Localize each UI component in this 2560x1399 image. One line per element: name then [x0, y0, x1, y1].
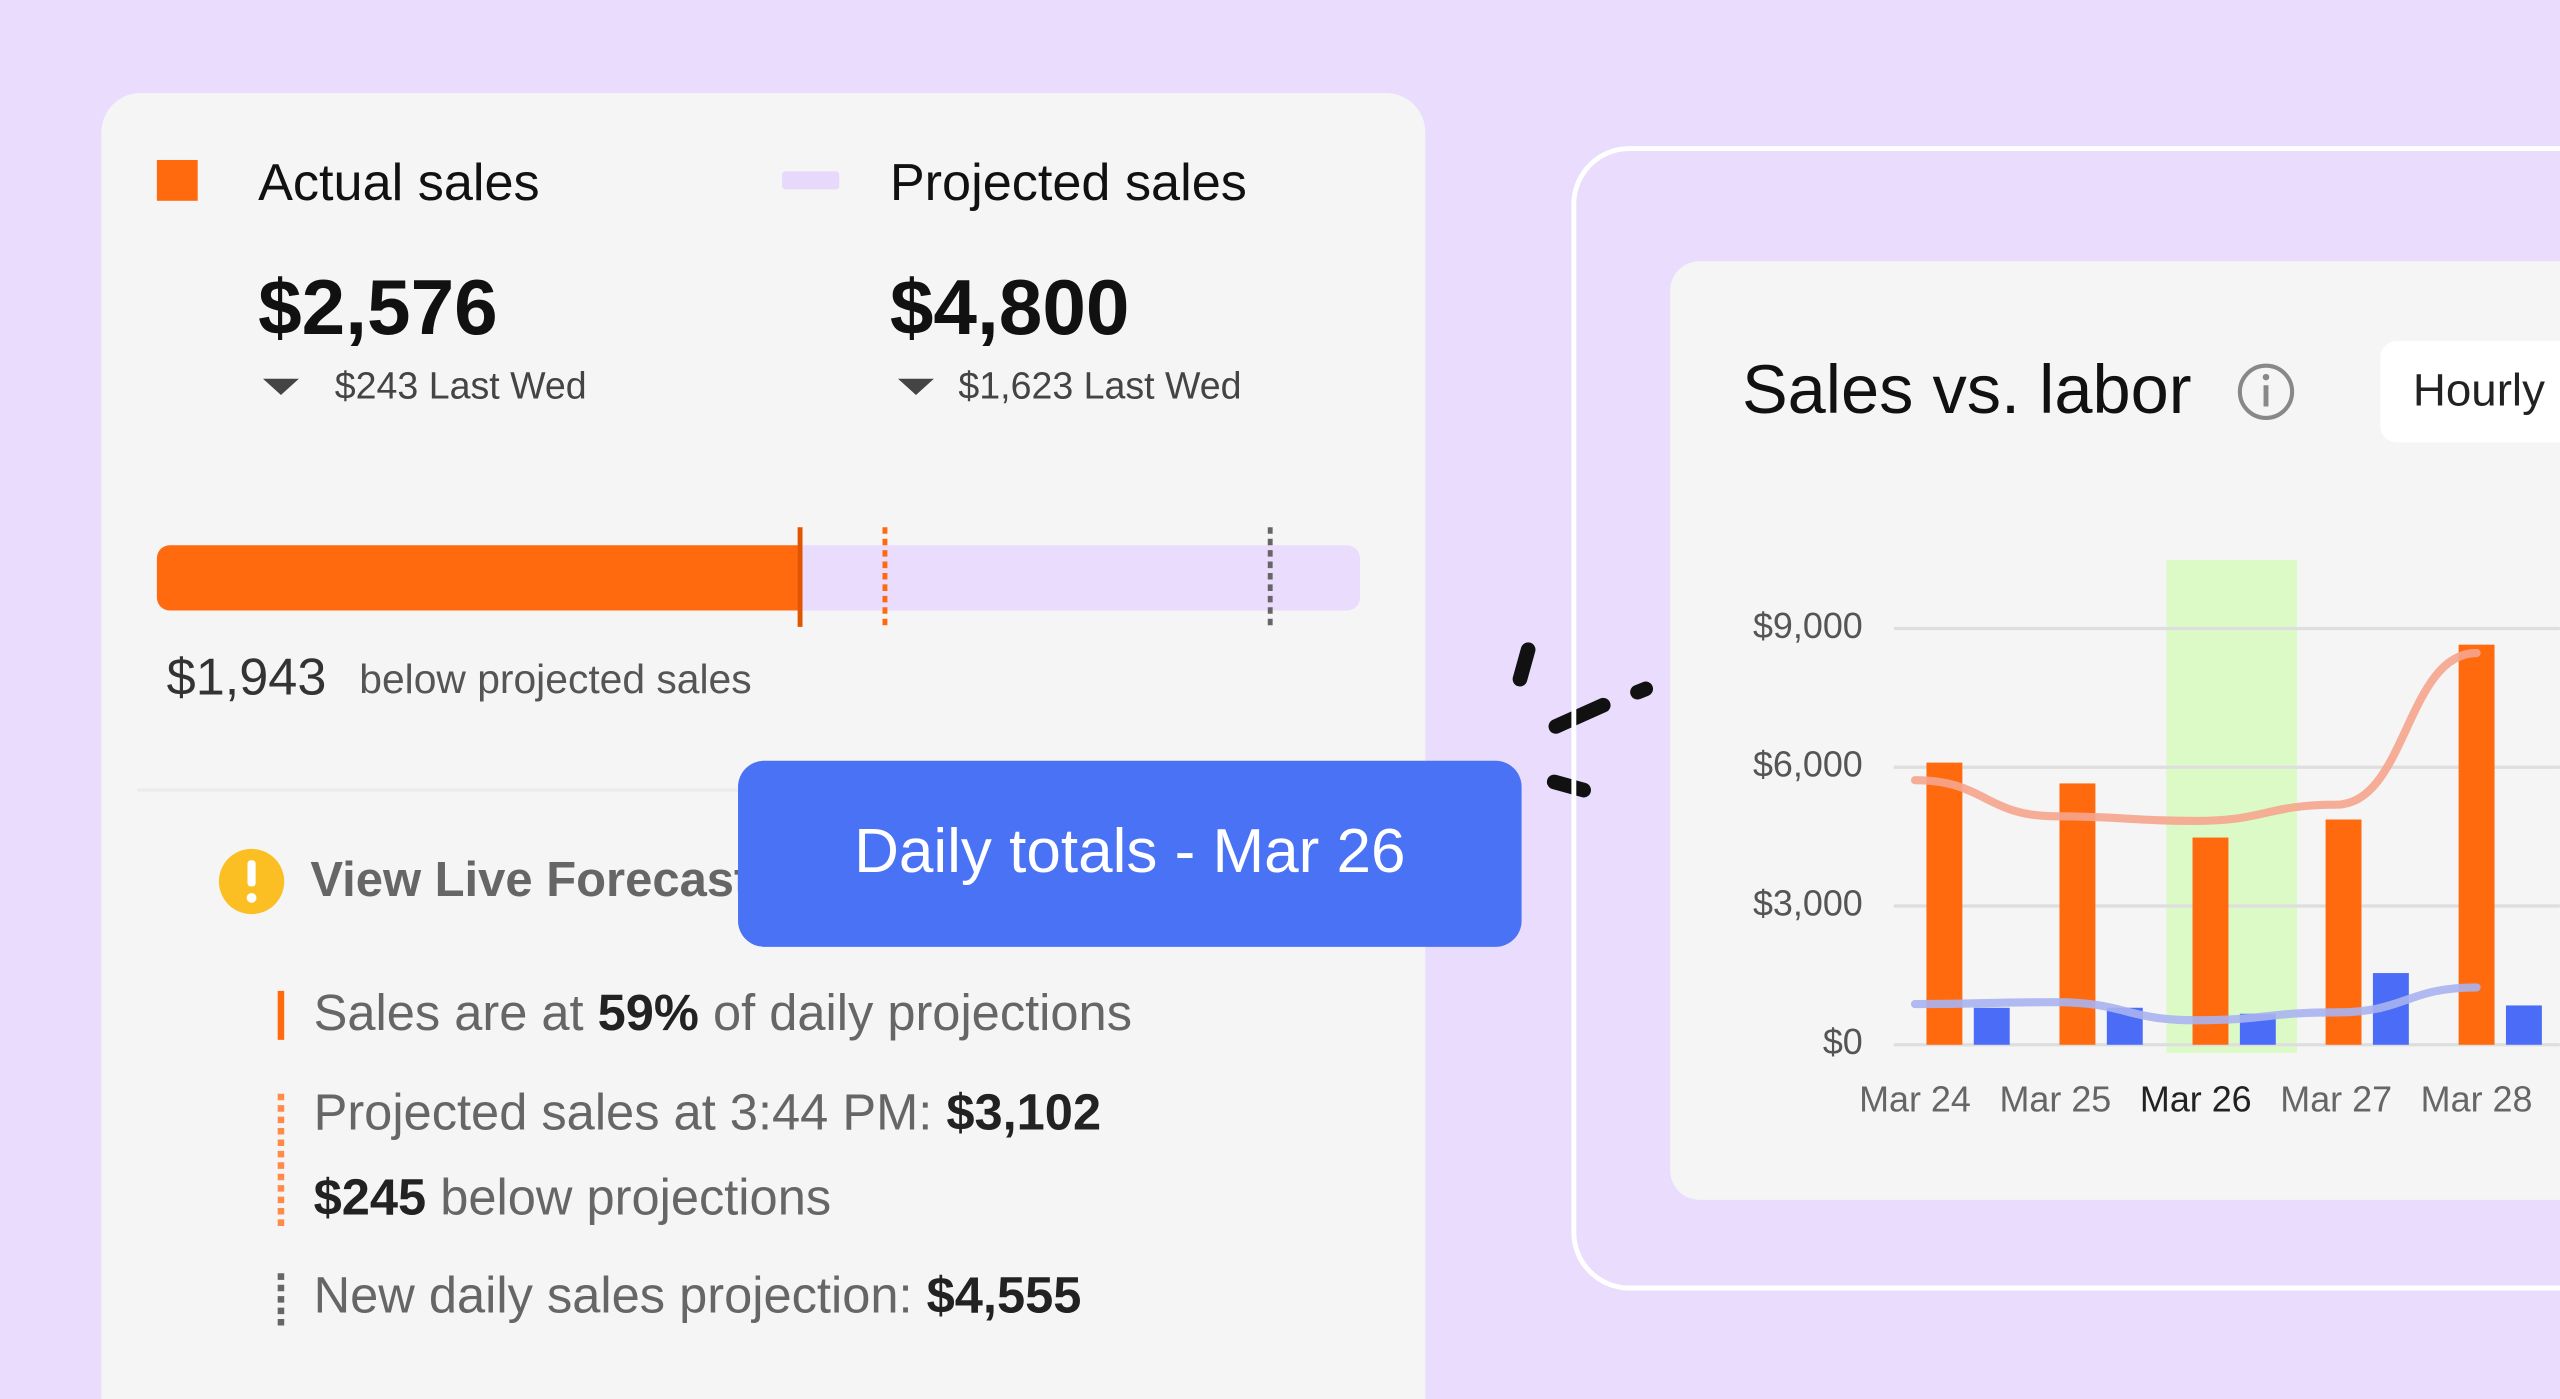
plot: $0 $3,000 $6,000 $9,000 Mar 24 Mar 25 Mar 26 Ma…: [1753, 605, 2560, 1119]
progress-fill: [156, 545, 801, 611]
info-icon[interactable]: [2237, 363, 2295, 420]
panel-frame: [1571, 146, 2560, 1291]
decoration: [1512, 642, 1654, 798]
x-tick-label: Mar 28: [2421, 1078, 2533, 1119]
text-bold: $245: [314, 1169, 427, 1226]
bar: [1926, 762, 1963, 1045]
legend-swatch-projected: [782, 171, 840, 190]
x-tick-label: Mar 26: [2140, 1078, 2252, 1119]
actual-delta: $243 Last Wed: [335, 364, 587, 406]
y-tick-label: $3,000: [1753, 882, 1863, 923]
down-arrow: [898, 378, 934, 396]
text-bold: $3,102: [946, 1084, 1101, 1141]
bar: [2458, 644, 2495, 1045]
text: below projections: [426, 1169, 831, 1226]
info-icon-dot: [2262, 373, 2270, 381]
bar: [2192, 837, 2229, 1045]
tooltip-text: Daily totals - Mar 26: [854, 817, 1405, 886]
chart-title: Sales vs. labor: [1742, 351, 2192, 428]
text-bold: $4,555: [927, 1267, 1082, 1324]
projected-value: $4,800: [890, 263, 1130, 351]
x-tick-label: Mar 25: [2000, 1078, 2112, 1119]
bar: [2505, 1005, 2542, 1045]
toggle-label[interactable]: Hourly: [2413, 364, 2545, 415]
actual-value: $2,576: [258, 263, 498, 351]
legend-actual: Actual sales: [258, 154, 540, 212]
alert-icon-dot: [246, 892, 257, 903]
x-tick-label: Mar 24: [1859, 1078, 1971, 1119]
toggle-button[interactable]: [2380, 341, 2560, 443]
y-tick-label: $6,000: [1753, 744, 1863, 785]
text: Projected sales at 3:44 PM:: [314, 1084, 947, 1141]
forecast-line: $245 below projections: [314, 1169, 832, 1226]
text: New daily sales projection:: [314, 1267, 927, 1324]
forecast-line: Sales are at 59% of daily projections: [314, 984, 1132, 1041]
selected-day-highlight: [2166, 559, 2298, 1053]
legend-projected: Projected sales: [890, 154, 1247, 212]
x-tick-label: Mar 27: [2280, 1078, 2392, 1119]
line: [1910, 648, 2481, 825]
forecast-title[interactable]: View Live Forecast: [310, 853, 750, 907]
bar: [2325, 819, 2362, 1045]
forecast-line: New daily sales projection: $4,555: [314, 1267, 1082, 1324]
gap-amount: $1,943: [167, 649, 327, 707]
y-tick-label: $9,000: [1753, 605, 1863, 646]
text: Sales are at: [314, 984, 598, 1041]
text-bold: 59%: [598, 984, 699, 1041]
sales-card: [101, 93, 1426, 1399]
tooltip: [738, 760, 1522, 947]
forecast-line: Projected sales at 3:44 PM: $3,102: [314, 1084, 1101, 1141]
line: [1910, 983, 2481, 1025]
legend-swatch-actual: [156, 159, 198, 201]
alert-icon-mark: [247, 860, 256, 887]
bar: [1973, 1007, 2010, 1045]
y-tick-label: $0: [1823, 1021, 1863, 1062]
text: of daily projections: [699, 984, 1132, 1041]
gap-text: below projected sales: [359, 656, 751, 702]
projected-delta: $1,623 Last Wed: [958, 364, 1241, 406]
down-arrow: [262, 378, 299, 396]
